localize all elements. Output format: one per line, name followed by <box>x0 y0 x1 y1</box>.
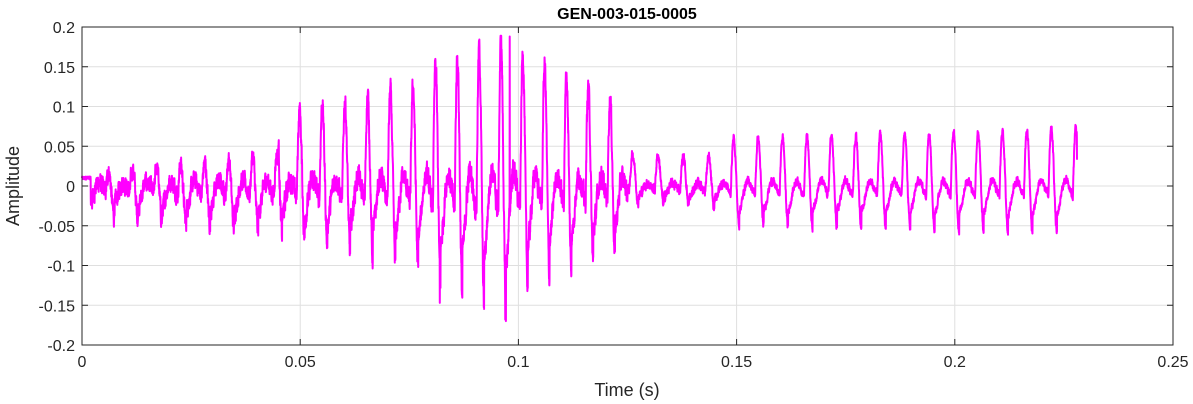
y-tick-label: 0.05 <box>44 139 75 156</box>
y-tick-label: 0 <box>66 179 75 196</box>
y-tick-label: -0.2 <box>47 338 75 355</box>
chart-title: GEN-003-015-0005 <box>557 6 697 23</box>
waveform-series-line <box>81 34 1078 323</box>
y-tick-label: -0.15 <box>39 298 76 315</box>
x-tick-label: 0.25 <box>1157 354 1188 371</box>
x-tick-label: 0 <box>78 354 87 371</box>
tick-marks <box>81 26 1174 346</box>
series-layer <box>81 34 1078 323</box>
y-axis-label: Amplitude <box>3 146 23 226</box>
x-axis-label: Time (s) <box>594 380 659 400</box>
x-tick-label: 0.15 <box>721 354 752 371</box>
y-tick-label: -0.05 <box>39 219 76 236</box>
x-tick-labels: 0 0.05 0.1 0.15 0.2 0.25 <box>78 354 1189 371</box>
y-tick-labels: -0.2 -0.15 -0.1 -0.05 0 0.05 0.1 0.15 0.2 <box>39 20 76 355</box>
y-tick-label: 0.1 <box>53 100 75 117</box>
x-tick-label: 0.2 <box>944 354 966 371</box>
x-tick-label: 0.1 <box>507 354 529 371</box>
y-tick-label: 0.15 <box>44 60 75 77</box>
y-tick-label: -0.1 <box>47 259 75 276</box>
y-tick-label: 0.2 <box>53 20 75 37</box>
x-tick-label: 0.05 <box>285 354 316 371</box>
